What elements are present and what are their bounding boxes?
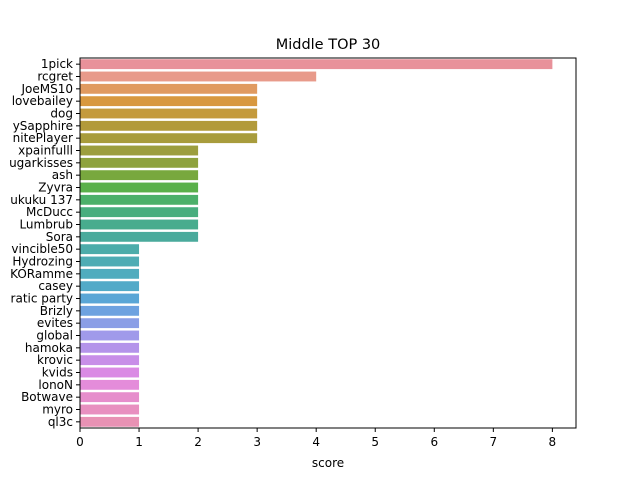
y-tick-label-16: Hydrozing bbox=[12, 255, 73, 269]
y-tick-label-25: kvids bbox=[42, 366, 73, 380]
bar-14 bbox=[80, 231, 199, 242]
y-tick-label-6: nitePlayer bbox=[13, 131, 73, 145]
bar-18 bbox=[80, 281, 140, 292]
y-tick-labels: 1pickrcgretJoeMS10lovebaileydogySapphire… bbox=[9, 57, 80, 429]
x-tick-label-0: 0 bbox=[76, 435, 84, 449]
x-tick-label-5: 5 bbox=[371, 435, 379, 449]
y-tick-label-5: ySapphire bbox=[13, 119, 73, 133]
x-tick-label-8: 8 bbox=[549, 435, 557, 449]
x-tick-label-7: 7 bbox=[490, 435, 498, 449]
bar-17 bbox=[80, 268, 140, 279]
y-tick-label-17: KORamme bbox=[10, 267, 73, 281]
bars-group bbox=[80, 59, 553, 427]
bar-19 bbox=[80, 293, 140, 304]
bar-0 bbox=[80, 59, 553, 70]
x-ticks: 0 1 2 3 4 5 6 7 8 bbox=[76, 428, 556, 449]
bar-27 bbox=[80, 392, 140, 403]
y-tick-label-9: ash bbox=[52, 168, 73, 182]
y-tick-label-10: Zyvra bbox=[38, 181, 73, 195]
bar-7 bbox=[80, 145, 199, 156]
x-tick-label-2: 2 bbox=[194, 435, 202, 449]
bar-6 bbox=[80, 133, 258, 144]
chart-title: Middle TOP 30 bbox=[276, 37, 381, 53]
y-tick-label-1: rcgret bbox=[37, 70, 73, 84]
y-tick-label-4: dog bbox=[50, 107, 73, 121]
bar-28 bbox=[80, 404, 140, 415]
bar-9 bbox=[80, 170, 199, 181]
x-tick-label-6: 6 bbox=[430, 435, 438, 449]
y-tick-label-24: krovic bbox=[37, 353, 73, 367]
bar-25 bbox=[80, 367, 140, 378]
bar-23 bbox=[80, 342, 140, 353]
bar-12 bbox=[80, 207, 199, 218]
y-tick-label-20: Brizly bbox=[40, 304, 73, 318]
y-tick-label-0: 1pick bbox=[41, 57, 73, 71]
y-tick-label-27: Botwave bbox=[21, 390, 73, 404]
bar-4 bbox=[80, 108, 258, 119]
y-tick-label-29: ql3c bbox=[48, 415, 73, 429]
y-tick-label-28: myro bbox=[42, 403, 73, 417]
bar-8 bbox=[80, 157, 199, 168]
bar-26 bbox=[80, 379, 140, 390]
bar-16 bbox=[80, 256, 140, 267]
y-tick-label-3: lovebailey bbox=[12, 94, 73, 108]
y-tick-label-22: global bbox=[36, 329, 73, 343]
bar-10 bbox=[80, 182, 199, 193]
bar-15 bbox=[80, 244, 140, 255]
bar-22 bbox=[80, 330, 140, 341]
y-tick-label-15: vincible50 bbox=[11, 242, 73, 256]
bar-1 bbox=[80, 71, 317, 82]
y-tick-label-2: JoeMS10 bbox=[20, 82, 73, 96]
x-tick-label-1: 1 bbox=[135, 435, 143, 449]
y-tick-label-23: hamoka bbox=[25, 341, 73, 355]
x-tick-label-4: 4 bbox=[312, 435, 320, 449]
x-axis-label: score bbox=[312, 456, 344, 470]
y-tick-label-12: McDucc bbox=[26, 205, 73, 219]
y-tick-label-19: ratic party bbox=[11, 292, 73, 306]
bar-29 bbox=[80, 416, 140, 427]
x-tick-label-3: 3 bbox=[253, 435, 261, 449]
y-tick-label-18: casey bbox=[38, 279, 73, 293]
bar-5 bbox=[80, 120, 258, 131]
y-tick-label-26: lonoN bbox=[38, 378, 73, 392]
bar-21 bbox=[80, 318, 140, 329]
plot-frame bbox=[79, 57, 577, 429]
bar-11 bbox=[80, 194, 199, 205]
y-tick-label-21: evites bbox=[37, 316, 73, 330]
y-tick-label-14: Sora bbox=[46, 230, 73, 244]
bar-13 bbox=[80, 219, 199, 230]
bar-3 bbox=[80, 96, 258, 107]
bar-20 bbox=[80, 305, 140, 316]
y-tick-label-8: ugarkisses bbox=[9, 156, 73, 170]
y-tick-label-11: ukuku 137 bbox=[10, 193, 73, 207]
y-tick-label-7: xpainfulll bbox=[18, 144, 73, 158]
y-tick-label-13: Lumbrub bbox=[19, 218, 73, 232]
bar-2 bbox=[80, 83, 258, 94]
bar-24 bbox=[80, 355, 140, 366]
